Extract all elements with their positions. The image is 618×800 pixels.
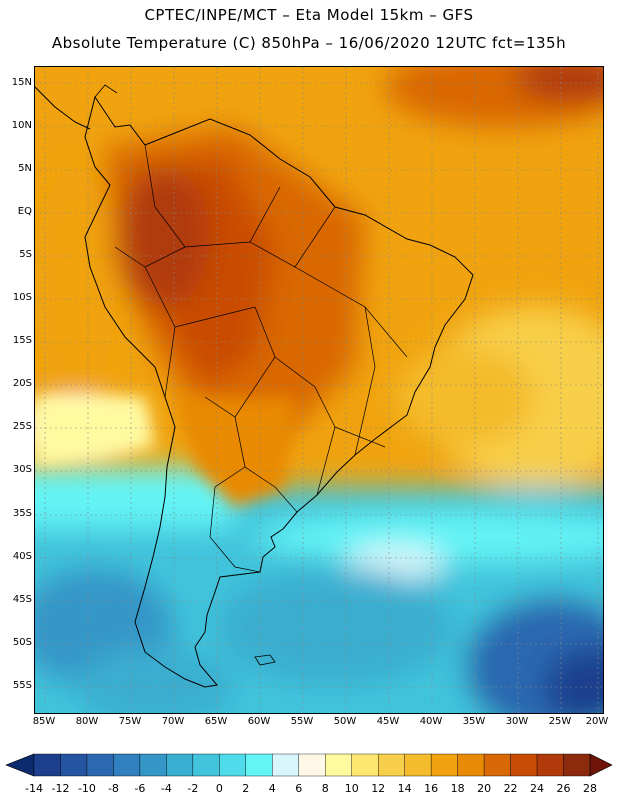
temperature-map [34,66,604,714]
lon-tick-label: 40W [419,716,443,727]
colorbar-low-arrow [5,753,35,777]
colorbar-label: 6 [295,782,302,795]
colorbar-swatch [298,753,326,777]
lat-tick-label: 15S [12,335,32,346]
colorbar-label: 10 [345,782,359,795]
colorbar-swatch [272,753,299,777]
lat-tick-label: EQ [17,206,32,217]
lon-tick-label: 85W [32,716,56,727]
colorbar-swatch [192,753,220,777]
colorbar-label: -14 [25,782,43,795]
colorbar-label: 14 [398,782,412,795]
lon-tick-label: 35W [462,716,486,727]
lat-tick-label: 45S [12,594,32,605]
lon-tick-label: 45W [376,716,400,727]
colorbar-swatch [60,753,88,777]
lon-tick-label: 50W [333,716,357,727]
colorbar-label: 12 [371,782,385,795]
colorbar-swatch [139,753,167,777]
colorbar-swatch [86,753,114,777]
colorbar-label: -10 [78,782,96,795]
colorbar-swatch [113,753,141,777]
colorbar-label: -2 [187,782,198,795]
colorbar-swatch [219,753,247,777]
colorbar-label: -8 [108,782,119,795]
lat-tick-label: 25S [12,421,32,432]
colorbar-label: 24 [530,782,544,795]
colorbar-swatch [430,753,458,777]
lat-tick-label: 55S [12,680,32,691]
lat-tick-label: 30S [12,464,32,475]
color-scale-bar: -14 -12 -10 -8 -6 -4 -2 0 2 4 6 8 10 12 14 16 18 20 22 24 26… [5,753,613,795]
colorbar-label: -6 [134,782,145,795]
lat-tick-label: 10S [12,292,32,303]
colorbar-swatch [166,753,194,777]
colorbar-label: 18 [451,782,465,795]
chart-subtitle: Absolute Temperature (C) 850hPa – 16/06/… [51,34,567,52]
colorbar-swatch [33,753,61,777]
lon-tick-label: 20W [585,716,609,727]
colorbar-swatch [404,753,432,777]
lat-tick-label: 35S [12,508,32,519]
lon-tick-label: 75W [118,716,142,727]
lon-tick-label: 70W [161,716,185,727]
south-america-coastline [84,95,474,688]
lon-tick-label: 80W [75,716,99,727]
lat-tick-label: 20S [12,378,32,389]
lon-tick-label: 60W [247,716,271,727]
colorbar-label: 4 [269,782,276,795]
colorbar-swatch [457,753,485,777]
colorbar-label: 2 [242,782,249,795]
country-borders [114,144,408,573]
colorbar-swatch [325,753,352,777]
colorbar-label: 16 [424,782,438,795]
colorbar-label: -12 [51,782,69,795]
lon-tick-label: 55W [290,716,314,727]
colorbar-label: 26 [557,782,571,795]
lon-tick-label: 30W [505,716,529,727]
map-canvas [35,67,603,713]
colorbar-swatch [377,753,405,777]
colorbar-swatch [245,753,273,777]
lon-tick-label: 25W [548,716,572,727]
colorbar-swatch [483,753,511,777]
colorbar-swatch [536,753,564,777]
lat-tick-label: 5N [18,163,32,174]
colorbar-label: 22 [504,782,518,795]
colorbar-swatch [563,753,591,777]
colorbar-swatch [351,753,379,777]
colorbar-label: -4 [161,782,172,795]
colorbar-label: 28 [583,782,597,795]
lat-tick-label: 15N [11,77,32,88]
colorbar-swatch [510,753,538,777]
lat-tick-label: 50S [12,637,32,648]
colorbar-label: 20 [477,782,491,795]
lat-tick-label: 10N [11,120,32,131]
colorbar-label: 8 [322,782,329,795]
colorbar-label: 0 [216,782,223,795]
chart-title: CPTEC/INPE/MCT – Eta Model 15km – GFS [144,6,474,24]
colorbar-high-arrow [589,753,613,777]
lat-tick-label: 40S [12,551,32,562]
temperature-field [35,67,603,713]
lon-tick-label: 65W [204,716,228,727]
lat-tick-label: 5S [19,249,32,260]
